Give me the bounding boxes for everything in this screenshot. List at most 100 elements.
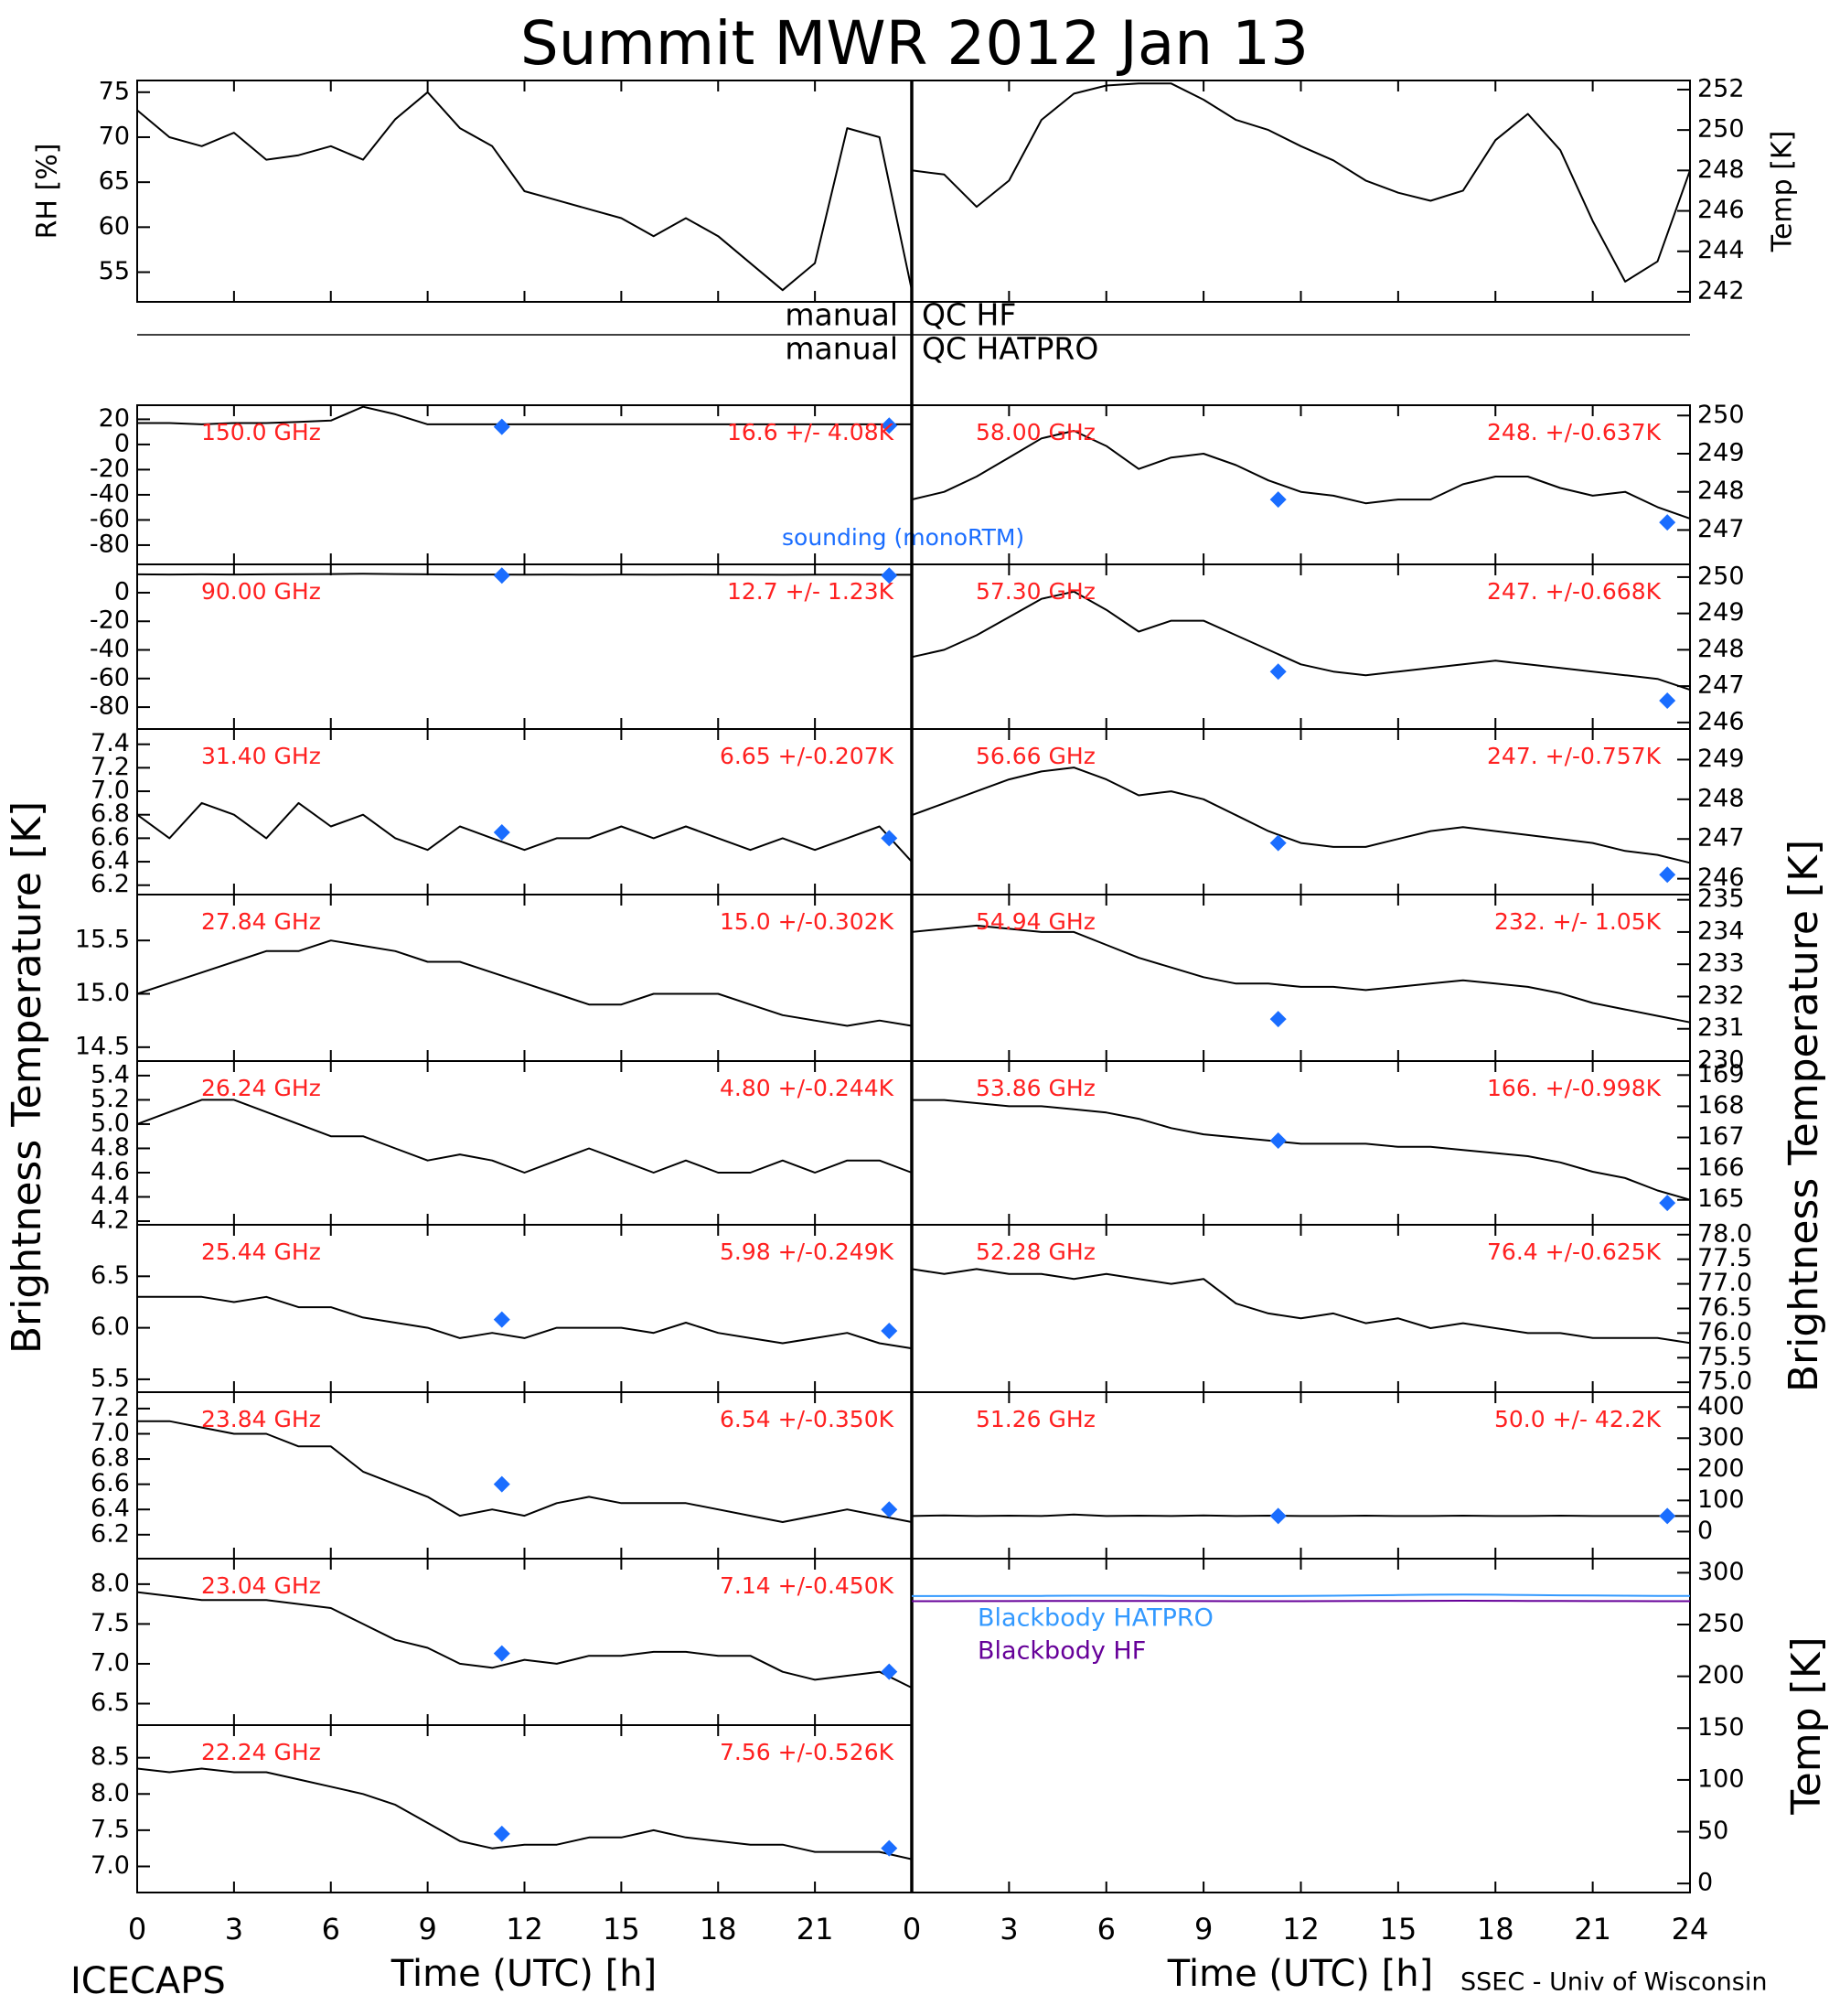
panel-y-label: Temp [K] [1783,1636,1829,1815]
legend-label: Blackbody HF [978,1637,1146,1666]
sounding-point [493,418,510,435]
y-tick-label: 230 [1697,1046,1745,1075]
y-tick-label: 250 [1697,115,1745,144]
y-tick-label: 200 [1697,1454,1745,1483]
y-tick-label: 7.2 [91,753,130,781]
y-tick-label: 235 [1697,885,1745,913]
x-tick-label: 18 [1477,1912,1514,1946]
x-tick-label: 6 [322,1912,340,1946]
y-tick-label: 8.0 [91,1779,130,1807]
y-tick-label: 4.6 [91,1157,130,1185]
data-line [911,767,1691,864]
y-tick-label: 50 [1697,1817,1728,1845]
sounding-point [881,1663,898,1680]
x-tick-label: 24 [1672,1912,1709,1946]
y-tick-label: 232 [1697,981,1745,1010]
y-tick-label: 252 [1697,74,1745,102]
x-tick-label: 12 [506,1912,543,1946]
y-axis-label: Brightness Temperature [K] [1781,840,1827,1392]
channel-stats: 7.56 +/-0.526K [720,1739,894,1765]
y-tick-label: 76.0 [1697,1318,1752,1346]
y-tick-label: 246 [1697,863,1745,892]
x-tick-label: 21 [797,1912,834,1946]
channel-stats: 6.65 +/-0.207K [720,743,894,769]
y-tick-label: 5.4 [91,1060,130,1088]
y-tick-label: 6.0 [91,1313,130,1341]
channel-label: 54.94 GHz [976,908,1096,935]
series-line [912,1600,1690,1603]
sounding-point [1269,1507,1287,1525]
series-line [912,1593,1691,1597]
x-tick-label: 3 [1000,1912,1018,1946]
panel-y-label: RH [%] [32,144,64,240]
channel-stats: 5.98 +/-0.249K [720,1239,894,1265]
y-tick-label: 76.5 [1697,1293,1752,1322]
x-tick-label: 0 [128,1912,146,1946]
y-tick-label: 168 [1697,1091,1745,1120]
data-line [136,939,913,1027]
y-tick-label: 7.5 [91,1609,130,1637]
y-tick-label: 100 [1697,1764,1745,1793]
y-tick-label: 4.2 [91,1206,130,1235]
y-tick-label: 246 [1697,196,1745,224]
y-tick-label: -80 [90,530,130,558]
data-line [911,82,1691,283]
y-tick-label: 249 [1697,745,1745,773]
y-tick-label: 6.8 [91,799,130,828]
y-tick-label: -40 [90,479,130,508]
x-tick-label: 9 [1194,1912,1213,1946]
y-tick-label: 7.0 [91,777,130,805]
data-line [911,430,1691,520]
qc-left: manual [785,331,898,367]
footer-left: ICECAPS [70,1960,226,2002]
y-tick-label: 231 [1697,1013,1745,1042]
y-tick-label: 77.5 [1697,1244,1752,1272]
qc-right: QC HATPRO [922,331,1098,367]
channel-stats: 166. +/-0.998K [1487,1075,1662,1101]
y-tick-label: 6.4 [91,847,130,875]
data-line [911,1513,1690,1517]
y-tick-label: 8.0 [91,1569,130,1597]
y-tick-label: 400 [1697,1392,1745,1421]
y-tick-label: -20 [90,606,130,635]
y-tick-label: 7.0 [91,1851,130,1880]
sounding-point [493,1645,510,1662]
y-tick-label: 75.0 [1697,1367,1752,1396]
y-axis-label: Brightness Temperature [K] [4,801,50,1354]
sounding-point [493,823,510,841]
x-tick-label: 6 [1097,1912,1116,1946]
y-tick-label: 4.8 [91,1133,130,1162]
sounding-point [1659,514,1676,531]
channel-label: 25.44 GHz [201,1239,321,1265]
x-tick-label: 9 [418,1912,436,1946]
data-line [136,1591,913,1689]
channel-stats: 50.0 +/- 42.2K [1494,1406,1662,1432]
y-tick-label: 7.2 [91,1393,130,1421]
footer-right: SSEC - Univ of Wisconsin [1460,1968,1767,1997]
data-line [136,91,913,292]
y-tick-label: 6.5 [91,1689,130,1717]
channel-label: 52.28 GHz [976,1239,1096,1265]
y-tick-label: 249 [1697,438,1745,466]
y-tick-label: 167 [1697,1122,1745,1151]
sounding-point [493,567,510,584]
y-tick-label: 55 [99,257,130,285]
title: Summit MWR 2012 Jan 13 [520,8,1309,79]
y-tick-label: 6.2 [91,870,130,898]
sounding-point [881,1501,898,1518]
y-tick-label: 60 [99,212,130,241]
y-tick-label: 5.5 [91,1364,130,1392]
y-tick-label: 165 [1697,1185,1745,1213]
y-tick-label: -80 [90,692,130,721]
channel-label: 26.24 GHz [201,1075,321,1101]
y-tick-label: 249 [1697,598,1745,627]
y-tick-label: 7.5 [91,1815,130,1843]
sounding-point [1659,692,1676,710]
y-tick-label: 5.2 [91,1085,130,1113]
y-tick-label: 75.5 [1697,1343,1752,1371]
y-tick-label: 233 [1697,949,1745,978]
channel-label: 53.86 GHz [976,1075,1096,1101]
y-tick-label: 248 [1697,477,1745,505]
